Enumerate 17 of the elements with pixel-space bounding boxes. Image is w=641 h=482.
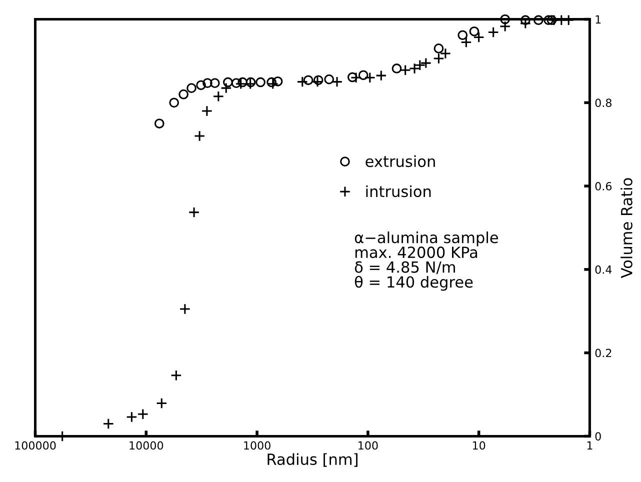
y-tick-label: 0	[595, 432, 601, 441]
x-tick-label: 100	[358, 441, 378, 450]
y-tick-label: 0.2	[595, 348, 612, 358]
y-tick-label: 0.6	[595, 182, 612, 190]
x-tick-label: 10000	[130, 441, 164, 450]
y-tick-label: 1	[596, 15, 601, 24]
y-axis-title: Volume Ratio	[620, 178, 632, 278]
x-tick-label: 100000	[15, 441, 56, 450]
x-tick-label: 10	[472, 441, 486, 450]
y-tick-label: 0.8	[595, 98, 612, 108]
y-tick-label: 0.4	[595, 265, 612, 274]
x-axis-title: Radius [nm]	[268, 453, 358, 467]
legend-label: intrusion	[366, 185, 431, 198]
x-tick-label: 1	[587, 441, 592, 450]
x-tick-label: 1000	[244, 441, 270, 450]
legend-label: extrusion	[366, 155, 435, 168]
annotation: α−alumina sample max. 42000 KPa δ = 4.85 N/m θ = 140 degree	[354, 231, 498, 291]
